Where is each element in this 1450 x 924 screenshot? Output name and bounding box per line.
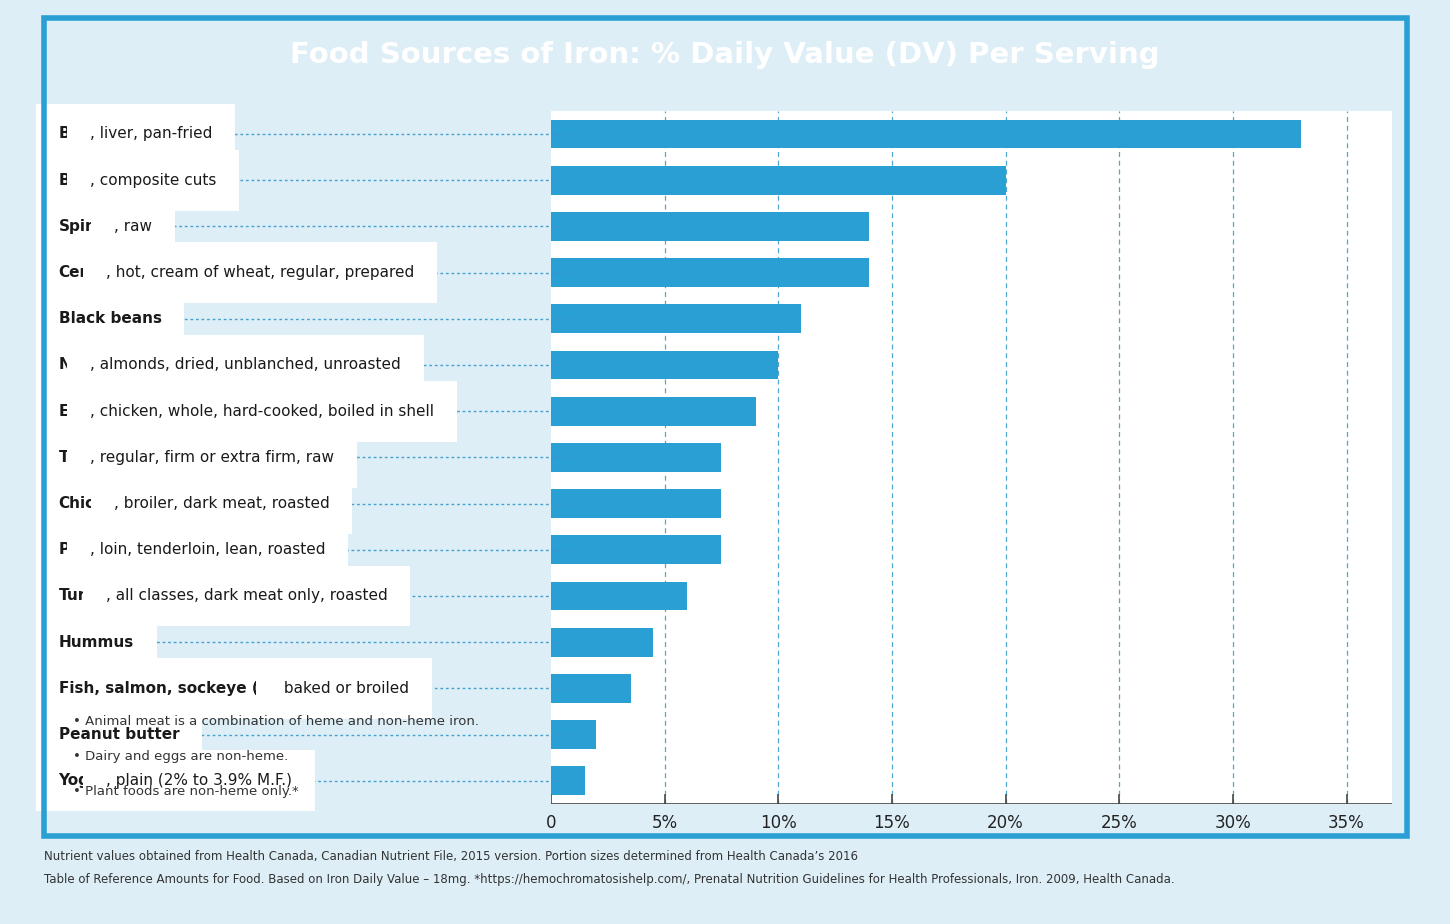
Text: , raw: , raw	[113, 219, 152, 234]
Text: Peanut butter: Peanut butter	[58, 727, 180, 742]
Text: , chicken, whole, hard-cooked, boiled in shell: , chicken, whole, hard-cooked, boiled in…	[90, 404, 434, 419]
Bar	[551, 350, 779, 379]
Text: Spinach: Spinach	[58, 219, 126, 234]
Bar	[551, 675, 631, 702]
Bar	[551, 119, 1301, 148]
Text: , plain (2% to 3.9% M.F.): , plain (2% to 3.9% M.F.)	[106, 773, 291, 788]
Text: Food Sources of Iron: % Daily Value (DV) Per Serving: Food Sources of Iron: % Daily Value (DV)…	[290, 42, 1160, 69]
Bar	[551, 628, 654, 656]
Bar	[551, 165, 1006, 194]
Text: Nutrient values obtained from Health Canada, Canadian Nutrient File, 2015 versio: Nutrient values obtained from Health Can…	[44, 850, 857, 863]
Text: , all classes, dark meat only, roasted: , all classes, dark meat only, roasted	[106, 589, 387, 603]
Text: Yogurt: Yogurt	[58, 773, 115, 788]
Text: Hummus: Hummus	[58, 635, 133, 650]
Text: , broiler, dark meat, roasted: , broiler, dark meat, roasted	[113, 496, 329, 511]
Bar	[551, 304, 800, 333]
Text: Fish, salmon, sockeye (red),: Fish, salmon, sockeye (red),	[58, 681, 300, 696]
Text: Black beans: Black beans	[58, 311, 161, 326]
Bar	[551, 397, 755, 425]
Text: , almonds, dried, unblanched, unroasted: , almonds, dried, unblanched, unroasted	[90, 358, 400, 372]
Text: Turkey: Turkey	[58, 589, 116, 603]
Text: • Dairy and eggs are non-heme.: • Dairy and eggs are non-heme.	[72, 750, 289, 763]
Text: , regular, firm or extra firm, raw: , regular, firm or extra firm, raw	[90, 450, 334, 465]
Bar	[551, 582, 687, 610]
Text: Tofu: Tofu	[58, 450, 94, 465]
Text: Beef: Beef	[58, 127, 97, 141]
Bar	[551, 258, 869, 286]
Text: , loin, tenderloin, lean, roasted: , loin, tenderloin, lean, roasted	[90, 542, 326, 557]
Text: Beef: Beef	[58, 173, 97, 188]
Text: Table of Reference Amounts for Food. Based on Iron Daily Value – 18mg. *https://: Table of Reference Amounts for Food. Bas…	[44, 873, 1174, 886]
Bar	[551, 536, 722, 564]
Text: Chicken: Chicken	[58, 496, 126, 511]
Text: • Animal meat is a combination of heme and non-heme iron.: • Animal meat is a combination of heme a…	[72, 715, 479, 728]
Text: Nuts: Nuts	[58, 358, 99, 372]
Text: , hot, cream of wheat, regular, prepared: , hot, cream of wheat, regular, prepared	[106, 265, 415, 280]
Text: , composite cuts: , composite cuts	[90, 173, 216, 188]
Text: • Plant foods are non-heme only.*: • Plant foods are non-heme only.*	[72, 785, 299, 798]
Bar	[551, 767, 586, 795]
Bar	[551, 721, 596, 748]
Bar	[551, 212, 869, 240]
Text: , liver, pan-fried: , liver, pan-fried	[90, 127, 213, 141]
Bar	[551, 444, 722, 471]
Text: baked or broiled: baked or broiled	[278, 681, 409, 696]
Bar	[551, 490, 722, 517]
Text: Eggs: Eggs	[58, 404, 100, 419]
Text: Cereal: Cereal	[58, 265, 113, 280]
Text: Pork: Pork	[58, 542, 97, 557]
